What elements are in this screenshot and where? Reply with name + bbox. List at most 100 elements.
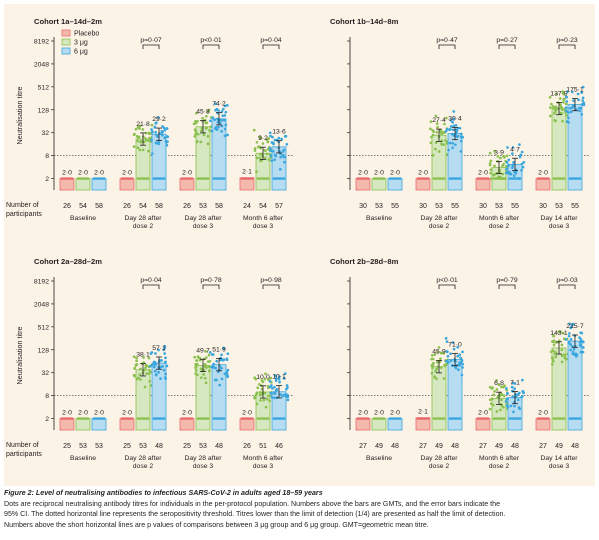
data-dot bbox=[162, 417, 166, 420]
data-dot bbox=[500, 177, 504, 180]
data-dot bbox=[434, 147, 437, 151]
row-label-line-1: Number of bbox=[6, 202, 39, 209]
data-dot bbox=[566, 90, 569, 93]
data-dot bbox=[563, 356, 567, 360]
data-dot bbox=[516, 417, 520, 420]
data-dot bbox=[452, 417, 456, 420]
data-dot bbox=[242, 177, 246, 180]
data-dot bbox=[145, 372, 149, 376]
data-dot bbox=[378, 177, 382, 180]
data-dot bbox=[552, 359, 555, 363]
data-dot bbox=[153, 125, 157, 129]
data-dot bbox=[204, 114, 208, 118]
gmt-label: 2·0 bbox=[182, 170, 192, 177]
data-dot bbox=[493, 172, 497, 176]
data-dot bbox=[505, 161, 509, 164]
data-dot bbox=[568, 417, 572, 420]
data-dot bbox=[570, 417, 574, 420]
data-dot bbox=[482, 177, 486, 180]
data-dot bbox=[581, 350, 585, 354]
data-dot bbox=[162, 177, 166, 180]
data-dot bbox=[78, 417, 82, 420]
y-tick-label: 512 bbox=[38, 84, 50, 91]
data-dot bbox=[558, 177, 562, 180]
data-dot bbox=[436, 125, 439, 129]
data-dot bbox=[562, 353, 566, 357]
data-dot bbox=[135, 377, 139, 381]
y-tick-label: 2048 bbox=[34, 301, 49, 308]
data-dot bbox=[268, 399, 272, 403]
data-dot bbox=[432, 177, 436, 180]
gmt-label: 2·0 bbox=[358, 170, 368, 177]
data-dot bbox=[220, 110, 224, 113]
data-dot bbox=[161, 125, 164, 128]
data-dot bbox=[137, 135, 141, 139]
data-dot bbox=[372, 417, 376, 420]
data-dot bbox=[266, 394, 270, 398]
data-dot bbox=[244, 177, 248, 180]
data-dot bbox=[263, 156, 267, 160]
data-dot bbox=[504, 400, 508, 403]
data-dot bbox=[454, 417, 458, 420]
data-dot bbox=[424, 177, 428, 180]
data-dot bbox=[260, 177, 264, 180]
bar-group-3: 2·0 25 49·7 53 51·9 48 p=0·78 Day 28 afterdose … bbox=[179, 277, 230, 470]
data-dot bbox=[512, 174, 516, 178]
p-value-label: p=0·03 bbox=[556, 277, 578, 284]
group-label-line-2: dose 2 bbox=[133, 463, 154, 470]
data-dot bbox=[552, 417, 556, 420]
data-dot bbox=[135, 134, 139, 138]
data-dot bbox=[516, 177, 520, 180]
data-dot bbox=[489, 402, 493, 406]
data-dot bbox=[506, 164, 510, 168]
participant-count: 48 bbox=[511, 443, 519, 450]
data-dot bbox=[554, 355, 558, 358]
participant-count: 57 bbox=[275, 203, 283, 210]
data-dot bbox=[96, 417, 100, 420]
data-dot bbox=[120, 177, 124, 180]
data-dot bbox=[214, 127, 217, 131]
bar-placebo bbox=[59, 418, 75, 431]
group-label-line-1: Day 28 after bbox=[184, 215, 222, 222]
data-dot bbox=[277, 377, 281, 381]
gmt-label: 45·8 bbox=[196, 109, 210, 116]
data-dot bbox=[567, 116, 570, 120]
data-dot bbox=[451, 141, 454, 145]
data-dot bbox=[272, 142, 275, 146]
data-dot bbox=[260, 152, 263, 156]
data-dot bbox=[218, 121, 222, 125]
data-dot bbox=[252, 128, 256, 132]
data-dot bbox=[220, 366, 223, 370]
bar-dose3 bbox=[75, 178, 91, 191]
data-dot bbox=[200, 417, 204, 420]
data-dot bbox=[554, 417, 558, 420]
caption-line-2: 95% CI. The dotted horizontal line repre… bbox=[4, 510, 506, 519]
gmt-label: 2·0 bbox=[62, 170, 72, 177]
data-dot bbox=[493, 389, 496, 393]
y-tick-label: 32 bbox=[41, 370, 49, 377]
p-value-bracket bbox=[262, 284, 280, 289]
data-dot bbox=[434, 141, 438, 145]
data-dot bbox=[278, 417, 282, 420]
data-dot bbox=[220, 377, 224, 381]
y-tick-label: 128 bbox=[38, 347, 50, 354]
data-dot bbox=[435, 122, 439, 125]
data-dot bbox=[569, 326, 573, 330]
data-dot bbox=[163, 352, 167, 355]
data-dot bbox=[434, 369, 437, 373]
data-dot bbox=[499, 156, 502, 160]
data-dot bbox=[495, 379, 498, 382]
data-dot bbox=[154, 362, 158, 366]
bar-placebo bbox=[355, 418, 371, 431]
data-dot bbox=[273, 385, 276, 389]
data-dot bbox=[240, 177, 244, 180]
data-dot bbox=[184, 177, 188, 180]
bar-group-1: 2·0 25 2·0 53 2·0 53 Baseline bbox=[59, 410, 107, 462]
data-dot bbox=[269, 134, 272, 138]
data-dot bbox=[542, 177, 546, 180]
data-dot bbox=[214, 102, 218, 106]
data-dot bbox=[457, 363, 461, 367]
data-dot bbox=[256, 386, 260, 390]
data-dot bbox=[194, 129, 198, 133]
data-dot bbox=[429, 141, 433, 145]
